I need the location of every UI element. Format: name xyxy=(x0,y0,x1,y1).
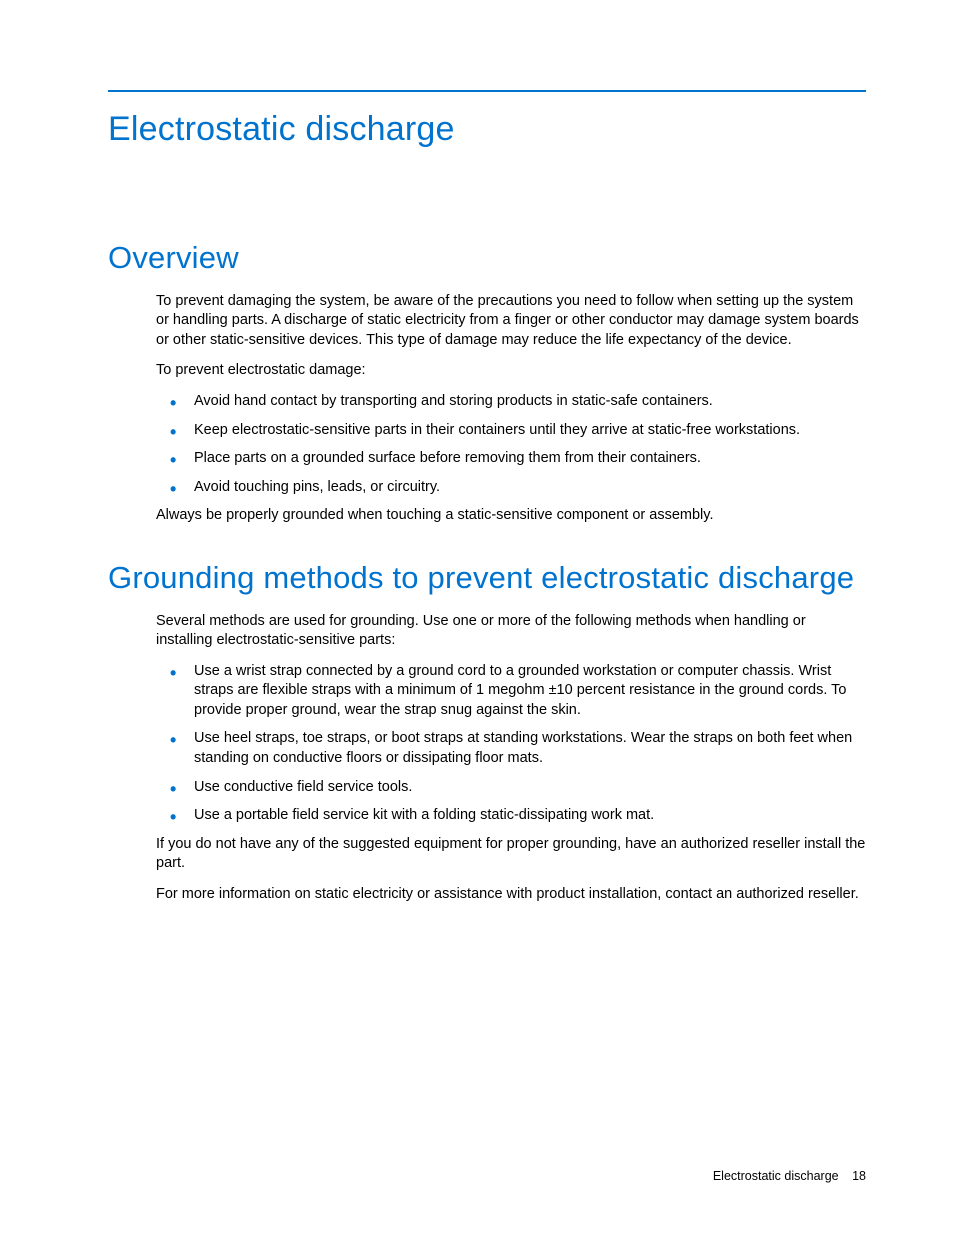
list-item: Keep electrostatic-sensitive parts in th… xyxy=(156,421,866,441)
page-footer: Electrostatic discharge 18 xyxy=(713,1169,866,1183)
list-item: Use conductive field service tools. xyxy=(156,778,866,798)
overview-intro: To prevent damaging the system, be aware… xyxy=(156,292,866,351)
top-rule xyxy=(108,90,866,92)
list-item: Use a wrist strap connected by a ground … xyxy=(156,662,866,721)
overview-closing: Always be properly grounded when touchin… xyxy=(156,506,866,526)
overview-body: To prevent damaging the system, be aware… xyxy=(156,292,866,526)
page-content: Electrostatic discharge Overview To prev… xyxy=(0,0,954,904)
grounding-intro: Several methods are used for grounding. … xyxy=(156,612,866,651)
section-grounding-title: Grounding methods to prevent electrostat… xyxy=(108,559,866,598)
list-item: Avoid hand contact by transporting and s… xyxy=(156,392,866,412)
overview-bullets: Avoid hand contact by transporting and s… xyxy=(156,392,866,497)
overview-leadin: To prevent electrostatic damage: xyxy=(156,361,866,381)
grounding-body: Several methods are used for grounding. … xyxy=(156,612,866,905)
chapter-title: Electrostatic discharge xyxy=(108,110,866,149)
list-item: Use heel straps, toe straps, or boot str… xyxy=(156,729,866,768)
footer-page-number: 18 xyxy=(852,1169,866,1183)
grounding-after-2: For more information on static electrici… xyxy=(156,885,866,905)
list-item: Use a portable field service kit with a … xyxy=(156,806,866,826)
section-overview-title: Overview xyxy=(108,239,866,278)
grounding-bullets: Use a wrist strap connected by a ground … xyxy=(156,662,866,826)
grounding-after-1: If you do not have any of the suggested … xyxy=(156,835,866,874)
list-item: Avoid touching pins, leads, or circuitry… xyxy=(156,478,866,498)
list-item: Place parts on a grounded surface before… xyxy=(156,449,866,469)
footer-running-title: Electrostatic discharge xyxy=(713,1169,839,1183)
